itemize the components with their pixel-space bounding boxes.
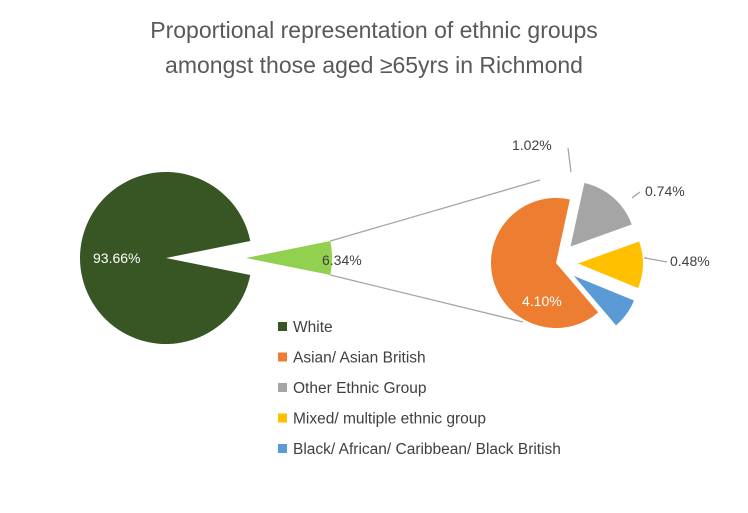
leader-line-black-african-caribbean-black-british bbox=[643, 256, 668, 263]
data-label-other-ethnic-group: 1.02% bbox=[512, 137, 552, 153]
legend-label: Other Ethnic Group bbox=[293, 380, 427, 397]
legend-item-white: White bbox=[278, 319, 333, 336]
legend-label: Asian/ Asian British bbox=[293, 350, 426, 367]
legend-item-mixed-multiple-ethnic-group: Mixed/ multiple ethnic group bbox=[278, 411, 486, 428]
data-label-black-african-caribbean-black-british: 0.48% bbox=[670, 253, 710, 269]
chart-title-line-1: Proportional representation of ethnic gr… bbox=[150, 17, 598, 43]
legend-label: White bbox=[293, 319, 333, 336]
legend-item-other-ethnic-group: Other Ethnic Group bbox=[278, 380, 427, 397]
chart-title-line-2: amongst those aged ≥65yrs in Richmond bbox=[165, 52, 583, 78]
data-label-other: 6.34% bbox=[322, 252, 362, 268]
connector-top bbox=[330, 179, 541, 242]
slice-other bbox=[246, 240, 333, 276]
legend-label: Mixed/ multiple ethnic group bbox=[293, 411, 486, 428]
legend-swatch bbox=[278, 444, 287, 453]
legend-swatch bbox=[278, 383, 287, 392]
data-label-white: 93.66% bbox=[93, 250, 140, 266]
main-pie bbox=[80, 171, 333, 345]
secondary-pie bbox=[491, 182, 643, 328]
leader-line-other-ethnic-group bbox=[567, 147, 572, 173]
slice-white bbox=[80, 171, 251, 345]
slice-black-african-caribbean-black-british bbox=[573, 275, 634, 326]
connector-lines bbox=[330, 179, 541, 323]
slice-other-ethnic-group bbox=[570, 182, 632, 247]
legend-label: Black/ African/ Caribbean/ Black British bbox=[293, 441, 561, 458]
legend-swatch bbox=[278, 413, 287, 423]
legend: White Asian/ Asian British Other Ethnic Gr… bbox=[278, 319, 561, 458]
data-labels: 93.66% 6.34% 4.10% 1.02% 0.74% 0.48% bbox=[93, 137, 710, 309]
legend-swatch bbox=[278, 322, 287, 331]
legend-item-black-african-caribbean-black-british: Black/ African/ Caribbean/ Black British bbox=[278, 441, 561, 458]
slice-asian-asian-british bbox=[491, 197, 599, 328]
legend-swatch bbox=[278, 352, 287, 362]
data-label-mixed-multiple-ethnic-group: 0.74% bbox=[645, 183, 685, 199]
slice-mixed-multiple-ethnic-group bbox=[577, 241, 643, 289]
legend-item-asian-asian-british: Asian/ Asian British bbox=[278, 350, 426, 367]
connector-bottom bbox=[330, 274, 524, 323]
data-label-asian: 4.10% bbox=[522, 293, 562, 309]
leader-line-mixed-multiple-ethnic-group bbox=[631, 191, 641, 199]
